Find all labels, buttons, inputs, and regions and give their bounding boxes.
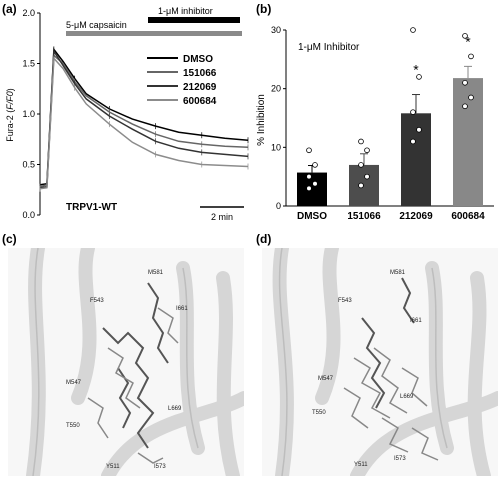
residue-label-c-5: L669 [168,406,182,412]
residue-label-c-6: Y511 [106,464,120,470]
panel-a-chart: 0.0 0.5 1.0 1.5 2.0 Fura-2 (F/F0) 5-μM capsaic… [5,6,249,222]
data-point-151066 [364,147,370,154]
data-point-600684 [468,53,474,60]
panel-c-structure-graphic [26,248,244,476]
data-point-212069 [410,138,416,145]
data-point-DMSO [306,185,312,192]
legend-label-a: 212069 [183,82,217,93]
residue-label-d-1: M581 [390,270,406,276]
scale-bar-label: 2 min [211,212,233,222]
residue-label-c-1: M581 [148,270,164,276]
y-tick-label-b: 20 [271,84,281,94]
y-tick-label-a: 0.0 [22,210,35,220]
y-tick-label-b: 30 [271,25,281,35]
legend-label-a: 600684 [183,96,217,107]
residue-label-d-0: F543 [338,298,352,304]
data-point-600684 [462,80,468,86]
data-point-212069 [410,109,416,115]
panel-d-label: (d) [256,232,272,246]
data-point-151066 [358,182,364,189]
data-point-DMSO [312,162,318,168]
data-point-DMSO [306,173,312,180]
inhibitor-bar-label: 1-μM inhibitor [158,6,213,16]
x-tick-label-151066: 151066 [347,211,381,222]
bar-DMSO [297,172,327,206]
y-axis-label-a: Fura-2 (F/F0) [5,88,15,142]
bar-600684 [453,78,483,206]
data-point-151066 [358,162,364,168]
panel-d-structure-graphic [272,248,498,476]
panel-b-chart: 0 10 20 30 % Inhibition 1-μM Inhibitor DMSO 151… [256,25,494,222]
data-point-DMSO [306,147,312,154]
capsaicin-bar [66,31,242,36]
panel-c-structure: M581 F543 I661 M547 T550 L669 Y511 I573 [8,248,244,476]
residue-label-d-5: L669 [400,394,414,400]
significance-212069: * [413,62,419,78]
capsaicin-bar-label: 5-μM capsaicin [66,20,127,30]
inhibitor-bar [148,17,240,23]
panel-d-structure: M581 F543 I661 M547 T550 L669 Y511 I573 [262,248,498,476]
panel-a-label: (a) [2,2,17,16]
bar-212069 [401,113,431,206]
x-tick-label-212069: 212069 [399,211,433,222]
data-point-212069 [410,27,416,33]
trace-212069 [39,49,249,189]
inhibitor-legend-text: 1-μM Inhibitor [298,42,360,53]
residue-label-d-6: Y511 [354,462,368,468]
residue-label-d-3: M547 [318,376,334,382]
y-tick-label-a: 1.0 [22,109,35,119]
legend-label-a: DMSO [183,54,213,65]
residue-label-c-4: T550 [66,423,80,429]
residue-label-d-4: T550 [312,410,326,416]
residue-label-c-7: I573 [154,464,166,470]
data-point-151066 [364,173,370,180]
residue-label-d-2: I661 [410,318,422,324]
cell-label: TRPV1-WT [66,202,117,213]
y-tick-label-b: 0 [276,201,281,211]
y-tick-label-a: 0.5 [22,160,35,170]
legend-label-a: 151066 [183,68,217,79]
residue-label-c-0: F543 [90,298,104,304]
data-point-151066 [358,138,364,145]
data-point-DMSO [312,180,318,187]
data-point-212069 [416,74,422,80]
significance-600684: * [465,33,471,49]
data-point-600684 [462,103,468,110]
y-tick-label-a: 2.0 [22,8,35,18]
residue-label-d-7: I573 [394,456,406,462]
x-tick-label-DMSO: DMSO [297,211,327,222]
bar-151066 [349,164,379,206]
data-point-600684 [462,33,468,39]
x-tick-label-600684: 600684 [451,211,485,222]
data-point-212069 [416,126,422,133]
residue-label-c-2: I661 [176,306,188,312]
trace-151066 [39,53,249,188]
panel-c-label: (c) [2,232,17,246]
y-tick-label-b: 10 [271,142,281,152]
data-point-600684 [468,94,474,101]
panel-b-label: (b) [256,2,272,16]
y-axis-label-b: % Inhibition [256,94,267,146]
y-tick-label-a: 1.5 [22,59,35,69]
residue-label-c-3: M547 [66,380,82,386]
